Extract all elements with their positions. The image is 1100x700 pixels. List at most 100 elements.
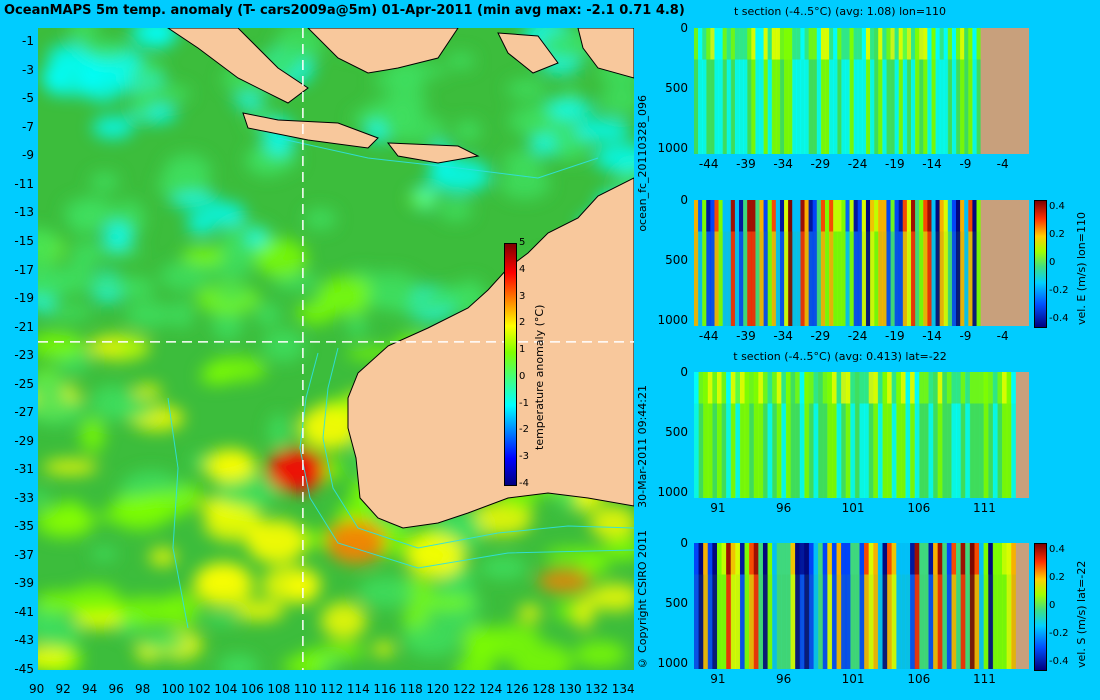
anomaly-patch [510, 642, 573, 670]
section-surface-cell [979, 372, 985, 404]
section-column [997, 372, 1003, 498]
section-surface-cell [956, 28, 961, 60]
section-surface-cell [923, 28, 928, 60]
section-surface-cell [837, 28, 842, 60]
section-surface-cell [845, 372, 851, 404]
section-column [870, 28, 875, 154]
section-column [833, 200, 838, 326]
section-surface-cell [972, 28, 978, 60]
section-column [992, 372, 999, 498]
section-surface-cell [816, 200, 822, 232]
section-surface-cell [758, 543, 764, 575]
section-y-tick: 1000 [657, 141, 688, 155]
section-surface-cell [849, 200, 855, 232]
anomaly-patch [574, 641, 627, 668]
anomaly-patch [171, 300, 194, 329]
section-column [739, 372, 746, 498]
section-surface-cell [850, 372, 856, 404]
section-column [882, 28, 888, 154]
map-x-tick: 104 [214, 682, 238, 696]
anomaly-patch [573, 118, 631, 142]
section-surface-cell [923, 200, 928, 232]
section-column [726, 28, 732, 154]
anomaly-patch [66, 584, 122, 617]
section-column [849, 200, 855, 326]
section-surface-cell [775, 28, 781, 60]
map-y-tick: -43 [14, 633, 34, 648]
map-x-tick: 120 [426, 682, 450, 696]
anomaly-patch [116, 596, 177, 627]
map-colorbar-tick: 3 [519, 290, 526, 302]
section-surface-cell [1011, 372, 1017, 404]
section-column [706, 28, 711, 154]
anomaly-patch [262, 329, 305, 363]
anomaly-patch [159, 261, 212, 291]
anomaly-patch [148, 547, 177, 567]
anomaly-patch [321, 601, 367, 640]
section-surface-cell [898, 200, 904, 232]
anomaly-patch [38, 489, 49, 508]
section-surface-cell [878, 200, 883, 232]
map-x-tick: 128 [532, 682, 556, 696]
section-colorbar-tick: 0.2 [1049, 572, 1065, 583]
anomaly-patch [518, 604, 542, 622]
section-column [861, 28, 867, 154]
section-column [749, 543, 755, 669]
section-column [779, 28, 785, 154]
section-surface-cell [800, 28, 806, 60]
section-column [822, 372, 828, 498]
section-column [927, 200, 933, 326]
section-surface-cell [965, 543, 971, 575]
section-column [712, 372, 718, 498]
anomaly-patch [85, 277, 139, 293]
section-column [956, 28, 961, 154]
section-surface-cell [707, 543, 713, 575]
section-column [845, 200, 851, 326]
section-column [878, 28, 883, 154]
section-surface-cell [886, 28, 892, 60]
section-surface-cell [900, 543, 907, 575]
section-column [960, 543, 966, 669]
section-column [827, 543, 833, 669]
section-column [905, 372, 911, 498]
section-column [758, 372, 764, 498]
section-column [767, 200, 773, 326]
section-x-tick: 91 [710, 672, 726, 686]
section-surface-cell [749, 372, 755, 404]
anomaly-patch [148, 28, 170, 47]
section-surface-cell [818, 372, 824, 404]
section-surface-cell [771, 200, 777, 232]
section-column [964, 28, 969, 154]
section-surface-cell [997, 372, 1003, 404]
anomaly-patch [599, 85, 634, 116]
section-column [758, 543, 764, 669]
section-y-tick: 1000 [657, 313, 688, 327]
section-column [747, 200, 752, 326]
section-surface-cell [726, 28, 732, 60]
section-surface-cell [988, 372, 994, 404]
section-surface-cell [942, 372, 948, 404]
section-surface-cell [744, 543, 750, 575]
section-land [980, 200, 1029, 326]
section-surface-cell [730, 200, 736, 232]
section-column [818, 543, 824, 669]
section-column [1002, 372, 1008, 498]
section-surface-cell [808, 372, 815, 404]
anomaly-patch [59, 500, 83, 524]
section-surface-cell [841, 543, 847, 575]
section-surface-cell [799, 372, 805, 404]
anomaly-patch [103, 221, 133, 252]
anomaly-patch [296, 301, 336, 325]
anomaly-patch [446, 52, 476, 70]
section-column [716, 372, 723, 498]
section-column [836, 372, 842, 498]
anomaly-patch [555, 601, 576, 621]
section-column [702, 200, 707, 326]
section-surface-cell [755, 200, 761, 232]
section-surface-cell [747, 200, 752, 232]
section-surface-cell [854, 543, 861, 575]
section-column [894, 28, 900, 154]
section-column [753, 372, 759, 498]
section-surface-cell [878, 28, 883, 60]
section-column [718, 200, 724, 326]
